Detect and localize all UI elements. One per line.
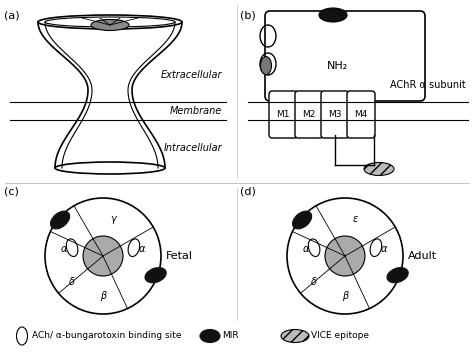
Text: ε: ε (352, 214, 357, 224)
Circle shape (83, 236, 123, 276)
Text: α: α (60, 244, 67, 254)
Ellipse shape (292, 211, 311, 229)
Text: α: α (302, 244, 309, 254)
Ellipse shape (261, 57, 272, 75)
Text: Extracellular: Extracellular (161, 70, 222, 80)
Ellipse shape (66, 239, 78, 257)
Ellipse shape (17, 327, 27, 345)
Text: Membrane: Membrane (170, 106, 222, 116)
Text: MIR: MIR (222, 331, 238, 340)
Text: Intracellular: Intracellular (164, 143, 222, 153)
Text: (c): (c) (4, 186, 19, 196)
FancyBboxPatch shape (295, 91, 323, 138)
Ellipse shape (370, 239, 382, 257)
Text: Adult: Adult (408, 251, 437, 261)
Circle shape (287, 198, 403, 314)
Ellipse shape (281, 330, 309, 342)
Text: ACh/ α-bungarotoxin binding site: ACh/ α-bungarotoxin binding site (32, 331, 182, 340)
Text: (a): (a) (4, 10, 19, 20)
Ellipse shape (387, 268, 408, 283)
Ellipse shape (51, 211, 70, 229)
Text: α: α (381, 244, 388, 254)
Text: δ: δ (311, 277, 318, 287)
Text: β: β (100, 291, 106, 301)
Text: α: α (139, 244, 146, 254)
Text: NH₂: NH₂ (327, 61, 348, 70)
Text: AChR α subunit: AChR α subunit (390, 80, 466, 90)
FancyBboxPatch shape (269, 91, 297, 138)
Text: M3: M3 (328, 110, 342, 119)
Text: γ: γ (110, 214, 116, 224)
Text: M1: M1 (276, 110, 290, 119)
Ellipse shape (200, 330, 220, 342)
Text: (b): (b) (240, 10, 256, 20)
Text: (d): (d) (240, 186, 256, 196)
Text: VICE epitope: VICE epitope (311, 331, 369, 340)
Text: M2: M2 (302, 110, 316, 119)
FancyBboxPatch shape (321, 91, 349, 138)
Circle shape (45, 198, 161, 314)
FancyBboxPatch shape (347, 91, 375, 138)
Text: M4: M4 (354, 110, 368, 119)
Ellipse shape (308, 239, 320, 257)
Text: Fetal: Fetal (166, 251, 193, 261)
Ellipse shape (128, 239, 140, 257)
Circle shape (325, 236, 365, 276)
Ellipse shape (364, 162, 394, 176)
Ellipse shape (145, 268, 166, 283)
Text: β: β (342, 291, 348, 301)
Ellipse shape (91, 20, 129, 31)
Text: δ: δ (69, 277, 75, 287)
Ellipse shape (319, 8, 347, 22)
